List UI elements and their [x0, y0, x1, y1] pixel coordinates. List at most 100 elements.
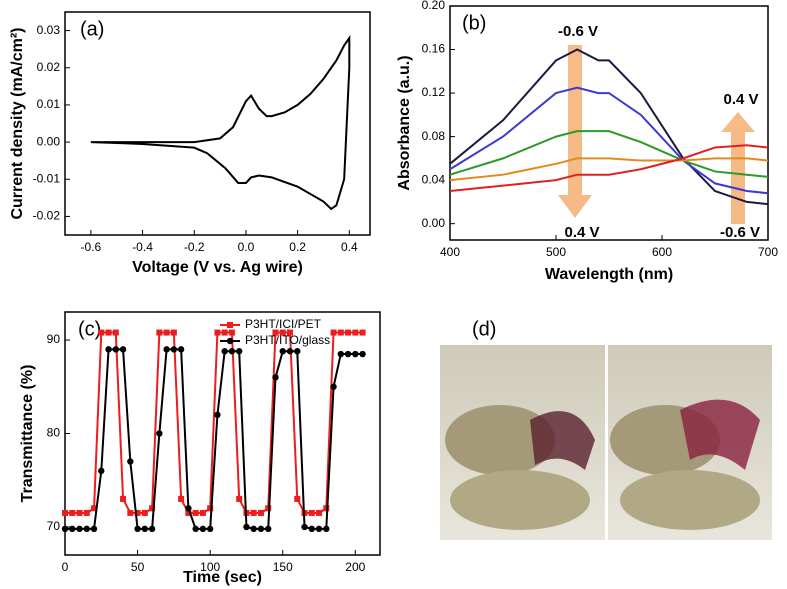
marker — [323, 505, 330, 512]
marker — [287, 329, 293, 336]
marker — [235, 348, 243, 355]
x-tick-label: 700 — [758, 245, 778, 259]
annotation: 0.4 V — [723, 91, 758, 108]
marker — [105, 329, 112, 336]
y-tick-label: 70 — [47, 519, 61, 533]
marker — [344, 350, 352, 358]
marker — [352, 329, 359, 336]
marker — [170, 329, 177, 336]
x-tick-label: -0.2 — [184, 240, 205, 254]
legend-marker — [226, 337, 234, 345]
marker — [308, 525, 315, 533]
data-line — [90, 34, 351, 211]
marker — [69, 525, 76, 533]
marker — [243, 523, 250, 531]
marker — [352, 350, 359, 358]
x-axis-label: Voltage (V vs. Ag wire) — [132, 259, 303, 276]
marker — [120, 495, 127, 502]
y-tick-label: 0.00 — [37, 134, 61, 148]
marker — [149, 505, 156, 512]
x-axis-label: Wavelength (nm) — [545, 266, 673, 283]
x-tick-label: 400 — [440, 245, 460, 259]
marker — [301, 523, 308, 531]
plot-frame — [449, 5, 769, 241]
marker — [177, 346, 185, 353]
y-tick-label: 0.20 — [422, 0, 446, 12]
x-tick-label: 200 — [345, 560, 365, 574]
marker — [323, 525, 330, 533]
marker — [163, 329, 170, 336]
x-tick-label: -0.6 — [81, 240, 102, 254]
arrows — [558, 45, 755, 224]
marker — [127, 509, 134, 516]
marker — [294, 495, 301, 502]
marker — [199, 525, 207, 533]
x-tick-label: 0.0 — [238, 240, 255, 254]
photos: (d) — [440, 318, 772, 540]
x-tick-label: 100 — [200, 560, 220, 574]
x-tick-label: 500 — [546, 245, 566, 259]
marker — [359, 329, 366, 336]
marker — [62, 509, 68, 516]
legend-marker — [227, 322, 233, 328]
y-tick-label: 0.02 — [37, 60, 61, 74]
x-axis-label: Time (sec) — [183, 569, 262, 586]
marker — [156, 430, 163, 437]
marker — [214, 329, 221, 336]
marker — [90, 525, 98, 533]
marker — [337, 350, 345, 358]
y-tick-label: 0.00 — [422, 216, 446, 230]
marker — [359, 350, 366, 358]
marker — [330, 383, 337, 390]
data-line — [449, 48, 769, 206]
marker — [228, 348, 236, 355]
marker — [257, 525, 265, 533]
marker — [308, 509, 315, 516]
y-axis-label: Absorbance (a.u.) — [396, 55, 413, 190]
y-axis-label: Transmittance (%) — [19, 365, 36, 503]
annotation: 0.4 V — [564, 224, 599, 241]
y-tick-label: 90 — [47, 332, 61, 346]
marker — [76, 509, 83, 516]
panel-label: (d) — [472, 318, 496, 340]
y-tick-label: 0.04 — [422, 172, 446, 186]
marker — [170, 346, 178, 353]
marker — [98, 329, 105, 336]
data-line — [449, 130, 769, 178]
marker — [76, 525, 83, 533]
marker — [112, 329, 119, 336]
marker — [214, 411, 221, 419]
marker — [250, 509, 257, 516]
marker — [185, 505, 192, 512]
marker — [192, 509, 199, 516]
marker — [272, 374, 279, 381]
marker — [156, 329, 163, 336]
marker — [134, 525, 141, 533]
annotation: -0.6 V — [720, 224, 760, 241]
panel-label: (a) — [80, 18, 104, 40]
marker — [185, 509, 192, 516]
marker — [286, 348, 294, 355]
marker — [250, 525, 257, 533]
x-tick-label: 50 — [131, 560, 145, 574]
data-line — [449, 144, 769, 193]
marker — [316, 509, 323, 516]
y-tick-label: 80 — [47, 426, 61, 440]
legend-label: P3HT/ITO/glass — [245, 333, 330, 347]
x-tick-label: 150 — [273, 560, 293, 574]
y-tick-label: 0.12 — [422, 85, 446, 99]
marker — [105, 346, 112, 353]
marker — [69, 509, 76, 516]
marker — [134, 509, 141, 516]
y-tick-label: -0.02 — [33, 209, 61, 223]
marker — [294, 348, 301, 355]
marker — [345, 329, 352, 336]
marker — [207, 505, 214, 512]
y-tick-label: 0.01 — [37, 97, 61, 111]
marker — [61, 525, 69, 533]
y-tick-label: 0.16 — [422, 42, 446, 56]
marker — [337, 329, 344, 336]
marker — [91, 505, 98, 512]
y-tick-label: -0.01 — [33, 171, 61, 185]
